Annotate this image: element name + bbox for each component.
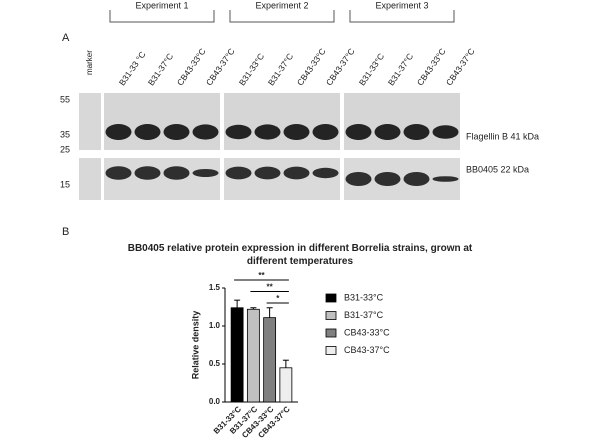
marker-lane bbox=[79, 158, 101, 200]
significance-label: ** bbox=[267, 283, 274, 292]
blot bbox=[344, 93, 460, 150]
marker-lane bbox=[79, 93, 101, 150]
y-tick-label: 1.0 bbox=[209, 321, 221, 330]
band bbox=[283, 166, 310, 180]
error-bar bbox=[266, 307, 273, 318]
bar bbox=[230, 307, 244, 403]
legend-swatch bbox=[325, 311, 337, 320]
chart-title: BB0405 relative protein expression in di… bbox=[128, 243, 473, 267]
y-tick-label: 1.5 bbox=[209, 283, 221, 292]
bracket bbox=[349, 10, 455, 23]
bar bbox=[279, 367, 293, 403]
band bbox=[105, 124, 132, 140]
legend-label: CB43-37°C bbox=[344, 345, 390, 355]
band bbox=[134, 166, 161, 180]
legend-swatch bbox=[325, 328, 337, 338]
y-axis-label: Relative density bbox=[190, 311, 200, 380]
error-bar bbox=[282, 359, 289, 368]
band bbox=[374, 172, 401, 186]
legend-label: B31-33°C bbox=[344, 292, 384, 302]
band bbox=[163, 166, 190, 180]
band bbox=[254, 166, 281, 180]
blot bbox=[224, 93, 340, 150]
experiment-title: Experiment 2 bbox=[255, 0, 308, 10]
band bbox=[225, 124, 252, 140]
panel-label: A bbox=[62, 32, 70, 44]
legend-label: B31-37°C bbox=[344, 310, 384, 320]
band bbox=[403, 172, 430, 186]
panel-label: B bbox=[62, 226, 69, 238]
legend-label: CB43-33°C bbox=[344, 327, 390, 337]
y-tick-label: 0.0 bbox=[209, 397, 221, 406]
band bbox=[312, 124, 339, 140]
band bbox=[254, 124, 281, 140]
band-label: BB0405 22 kDa bbox=[466, 164, 529, 174]
marker-size: 35 bbox=[60, 129, 70, 139]
band bbox=[192, 124, 219, 140]
band bbox=[345, 172, 372, 186]
significance-label: * bbox=[276, 294, 280, 303]
band bbox=[134, 124, 161, 140]
band bbox=[374, 124, 401, 140]
bar bbox=[263, 317, 277, 403]
marker-label: marker bbox=[85, 50, 94, 75]
bracket bbox=[109, 10, 215, 23]
bar bbox=[246, 308, 260, 403]
y-tick-label: 0.5 bbox=[209, 359, 221, 368]
band bbox=[403, 124, 430, 140]
band bbox=[225, 166, 252, 180]
bracket bbox=[229, 10, 335, 23]
band bbox=[432, 125, 459, 139]
band bbox=[192, 169, 219, 177]
blot bbox=[224, 158, 340, 200]
blot bbox=[104, 93, 220, 150]
experiment-title: Experiment 3 bbox=[375, 0, 428, 10]
marker-size: 55 bbox=[60, 94, 70, 104]
band bbox=[105, 166, 132, 180]
legend-swatch bbox=[325, 346, 337, 355]
error-bar bbox=[234, 299, 241, 308]
marker-size: 15 bbox=[60, 179, 70, 189]
band bbox=[432, 176, 459, 182]
marker-size: 25 bbox=[60, 144, 70, 154]
error-bar bbox=[250, 307, 257, 310]
significance-label: ** bbox=[258, 271, 265, 280]
experiment-title: Experiment 1 bbox=[135, 0, 188, 10]
band bbox=[163, 124, 190, 140]
band bbox=[345, 124, 372, 140]
legend-swatch bbox=[325, 293, 337, 303]
band-label: Flagellin B 41 kDa bbox=[466, 131, 539, 141]
band bbox=[283, 124, 310, 140]
band bbox=[312, 167, 339, 179]
